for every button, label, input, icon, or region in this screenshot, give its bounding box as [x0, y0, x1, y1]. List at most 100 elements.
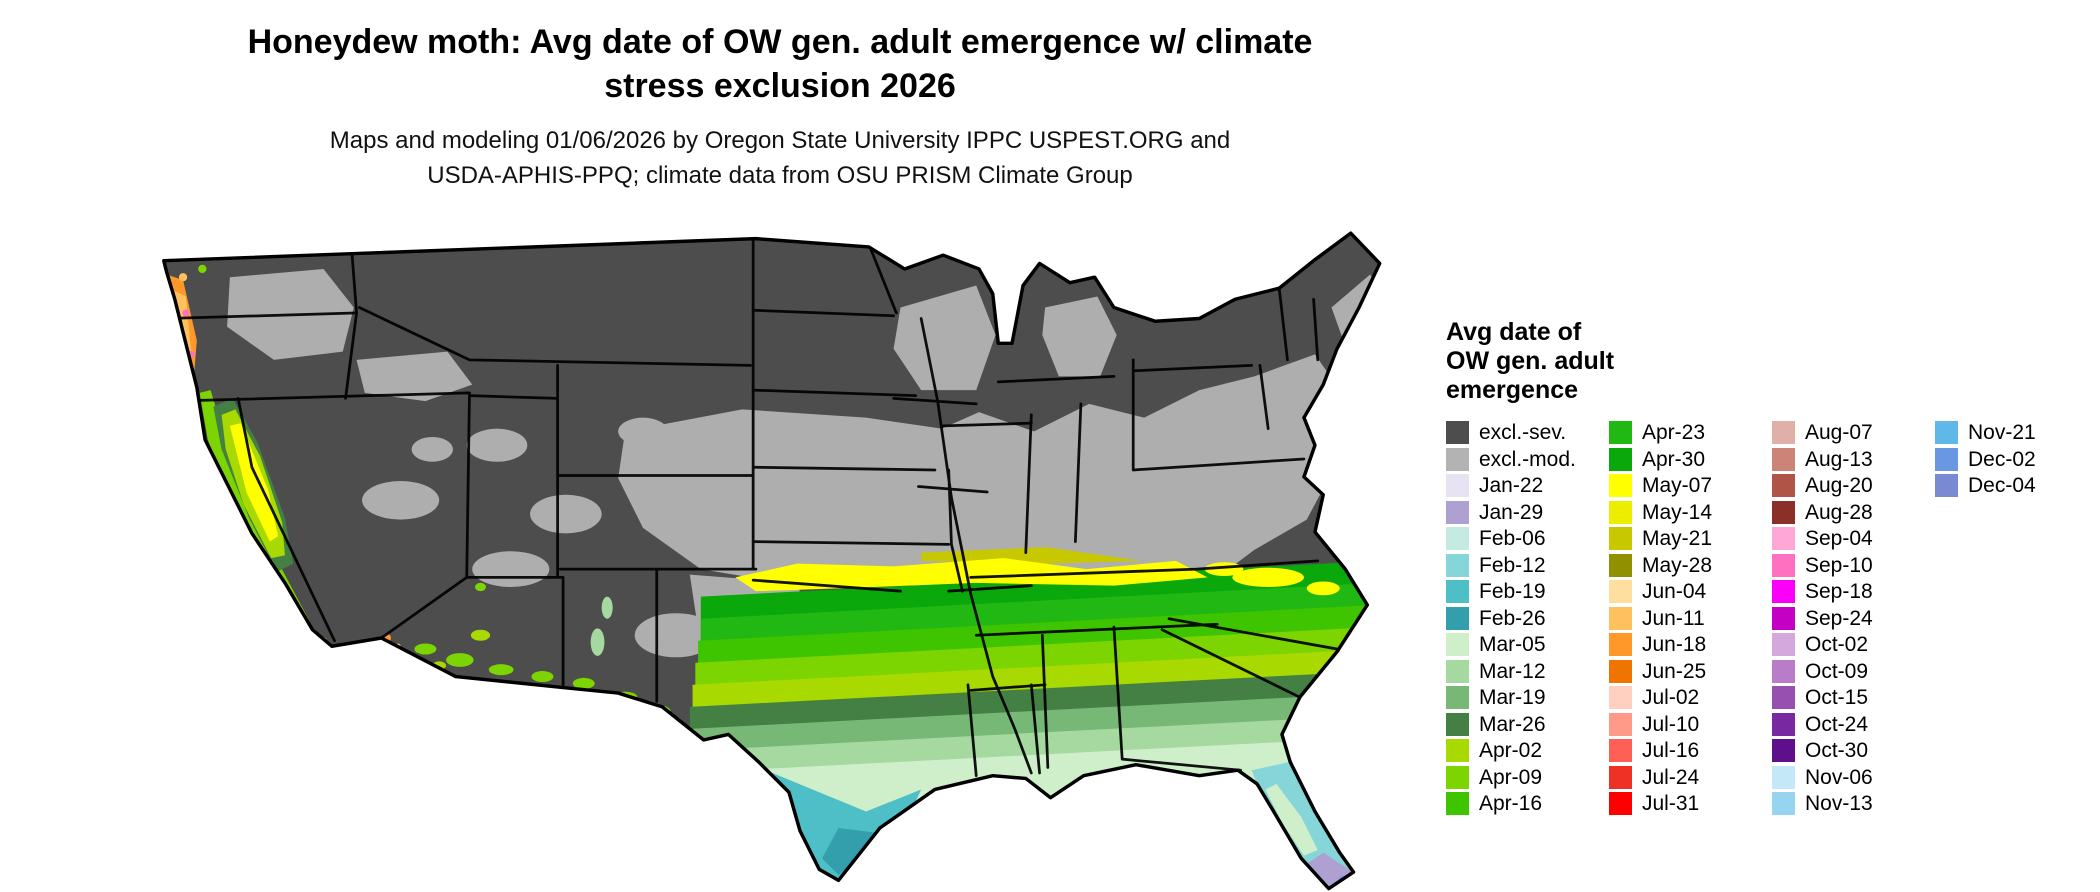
legend-item: Mar-05 [1446, 633, 1609, 656]
legend-item: Sep-04 [1772, 527, 1935, 550]
map-outline [162, 231, 1382, 891]
legend-swatch [1609, 739, 1632, 762]
band-may21 [921, 547, 1142, 564]
legend-item: Jan-22 [1446, 474, 1609, 497]
legend-swatch [1609, 765, 1632, 789]
legend-label: Mar-12 [1479, 659, 1546, 683]
legend-item: excl.-mod. [1446, 447, 1609, 471]
legend-swatch [1446, 447, 1469, 471]
legend-swatch [1609, 527, 1632, 550]
legend-label: Feb-06 [1479, 527, 1546, 550]
legend-label: Nov-21 [1968, 421, 2036, 444]
title-line-2: stress exclusion 2026 [604, 67, 956, 106]
legend-item: Nov-21 [1935, 421, 2098, 444]
legend-label: Apr-16 [1479, 792, 1543, 815]
map-state-borders [165, 237, 1339, 778]
legend-item: Apr-16 [1446, 792, 1609, 815]
legend-swatch [1609, 659, 1632, 683]
legend-label: Jun-04 [1642, 580, 1707, 603]
legend-label: Jul-16 [1642, 739, 1700, 762]
legend-swatch [1446, 474, 1469, 497]
legend-label: Mar-05 [1479, 633, 1546, 656]
legend-label: Apr-02 [1479, 739, 1543, 762]
legend-title: Avg date of OW gen. adult emergence [1446, 318, 2096, 405]
legend-swatch [1772, 474, 1795, 497]
legend-column: excl.-sev. excl.-mod. Jan-22 Jan-29 Feb-06 Fe… [1446, 421, 1609, 819]
legend-swatch [1935, 474, 1958, 497]
legend-swatch [1772, 712, 1795, 736]
legend-label: Feb-26 [1479, 606, 1546, 630]
legend-swatch [1609, 606, 1632, 630]
legend-label: Jun-25 [1642, 659, 1707, 683]
legend-label: Oct-02 [1805, 633, 1869, 656]
legend-item: May-14 [1609, 500, 1772, 524]
us-map-svg [162, 231, 1382, 891]
subtitle-line-1: Maps and modeling 01/06/2026 by Oregon S… [329, 127, 1231, 155]
legend-label: Aug-07 [1805, 421, 1873, 444]
legend-label: Sep-18 [1805, 580, 1873, 603]
legend-item: Jul-24 [1609, 765, 1772, 789]
legend-item: Nov-13 [1772, 792, 1935, 815]
legend-swatch [1446, 686, 1469, 709]
legend-item: Oct-15 [1772, 686, 1935, 709]
legend-swatch [1935, 421, 1958, 444]
legend-swatch [1446, 580, 1469, 603]
legend-label: excl.-mod. [1479, 447, 1576, 471]
subtitle-line-2: USDA-APHIS-PPQ; climate data from OSU PR… [427, 162, 1133, 190]
legend-item: Jun-18 [1609, 633, 1772, 656]
legend-item: Aug-20 [1772, 474, 1935, 497]
legend-label: Dec-02 [1968, 447, 2036, 471]
legend-swatch [1772, 686, 1795, 709]
legend-label: Sep-10 [1805, 553, 1873, 577]
legend-swatch [1609, 447, 1632, 471]
legend-swatch [1446, 739, 1469, 762]
legend-swatch [1772, 606, 1795, 630]
legend-column: Aug-07 Aug-13 Aug-20 Aug-28 Sep-04 Sep-10 Sep-… [1772, 421, 1935, 819]
legend-item: Oct-30 [1772, 739, 1935, 762]
legend-swatch [1772, 633, 1795, 656]
legend-swatch [1446, 421, 1469, 444]
legend-label: Sep-04 [1805, 527, 1873, 550]
legend-label: Apr-09 [1479, 765, 1543, 789]
legend-item: Sep-10 [1772, 553, 1935, 577]
legend-label: Oct-15 [1805, 686, 1869, 709]
legend-swatch [1446, 527, 1469, 550]
header: Honeydew moth: Avg date of OW gen. adult… [150, 20, 1410, 194]
legend-swatch [1446, 606, 1469, 630]
central-valley-yellow [229, 423, 279, 542]
legend-swatch [1609, 580, 1632, 603]
legend-item: Mar-26 [1446, 712, 1609, 736]
legend-label: Aug-13 [1805, 447, 1873, 471]
legend-item: Apr-30 [1609, 447, 1772, 471]
legend-column: Apr-23 Apr-30 May-07 May-14 May-21 May-28 Jun-… [1609, 421, 1772, 819]
legend-label: May-07 [1642, 474, 1713, 497]
legend-item: Feb-12 [1446, 553, 1609, 577]
legend-swatch [1772, 527, 1795, 550]
legend-item: Aug-28 [1772, 500, 1935, 524]
legend-swatch [1609, 500, 1632, 524]
legend-item: Oct-09 [1772, 659, 1935, 683]
legend-swatch [1446, 633, 1469, 656]
legend-item: Nov-06 [1772, 765, 1935, 789]
legend-title-line-2: OW gen. adult [1446, 347, 1615, 375]
legend-item: Jul-16 [1609, 739, 1772, 762]
legend-swatch [1609, 633, 1632, 656]
attribution-subtitle: Maps and modeling 01/06/2026 by Oregon S… [150, 124, 1410, 194]
legend-swatch [1609, 712, 1632, 736]
legend-item: Jul-31 [1609, 792, 1772, 815]
legend-label: excl.-sev. [1479, 421, 1567, 444]
legend-item: Aug-07 [1772, 421, 1935, 444]
legend-label: Oct-30 [1805, 739, 1869, 762]
legend-label: Oct-09 [1805, 659, 1869, 683]
legend-label: Jul-31 [1642, 792, 1700, 815]
legend-swatch [1772, 792, 1795, 815]
legend-item: Dec-02 [1935, 447, 2098, 471]
legend-item: Oct-02 [1772, 633, 1935, 656]
title-line-1: Honeydew moth: Avg date of OW gen. adult… [247, 23, 1313, 61]
map-emergence-bands [687, 547, 1376, 889]
legend-label: Aug-20 [1805, 474, 1873, 497]
legend-swatch [1772, 500, 1795, 524]
legend-item: Jan-29 [1446, 500, 1609, 524]
legend-item: Jun-11 [1609, 606, 1772, 630]
